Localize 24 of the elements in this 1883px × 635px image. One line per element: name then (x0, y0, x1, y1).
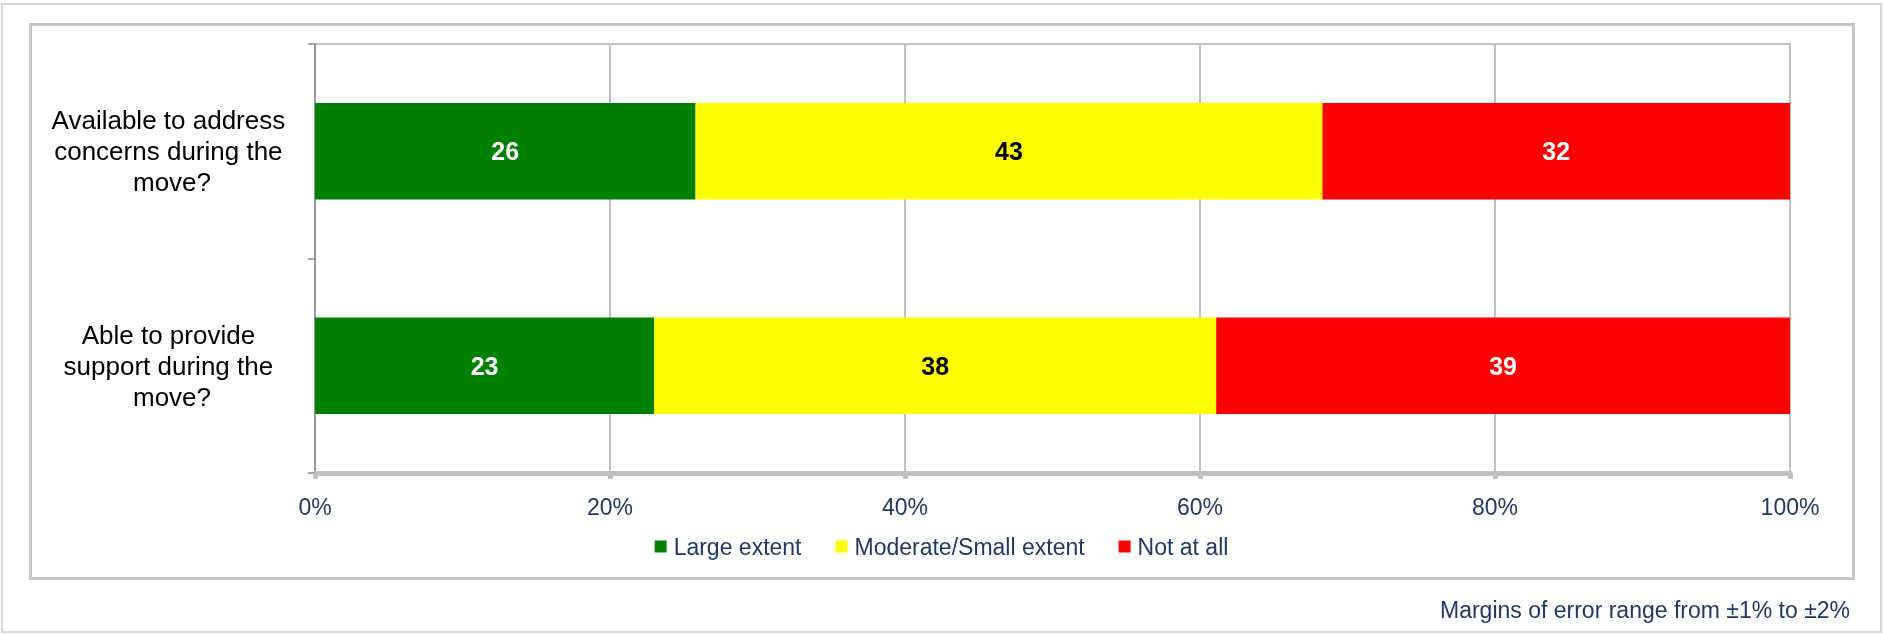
y-tick-label: Available to address concerns during the move? (51, 105, 293, 198)
data-label: 32 (1542, 137, 1571, 166)
x-tick-label: 60% (1176, 493, 1224, 520)
bar (315, 102, 696, 200)
data-label: 43 (995, 137, 1023, 166)
legend-label: Large extent (673, 533, 803, 560)
x-tick-label: 80% (1471, 493, 1519, 520)
x-tick-label: 40% (881, 493, 929, 520)
legend-label: Moderate/Small extent (854, 533, 1086, 560)
bar (1216, 317, 1790, 415)
data-label: 38 (921, 351, 950, 380)
y-tick-label: Able to provide support during the move? (63, 319, 281, 412)
bar (654, 317, 1217, 415)
x-tick-label: 20% (586, 493, 634, 520)
bar (695, 102, 1323, 200)
data-label: 26 (491, 137, 520, 166)
legend-label: Not at all (1137, 533, 1229, 560)
x-tick-label: 100% (1760, 493, 1820, 520)
data-label: 23 (470, 351, 499, 380)
data-label: 39 (1489, 351, 1518, 380)
bar (1322, 102, 1790, 200)
bar (315, 317, 655, 415)
text: Margins of error range from ±1% to ±2% (1439, 596, 1850, 623)
x-tick-label: 0% (298, 493, 332, 520)
